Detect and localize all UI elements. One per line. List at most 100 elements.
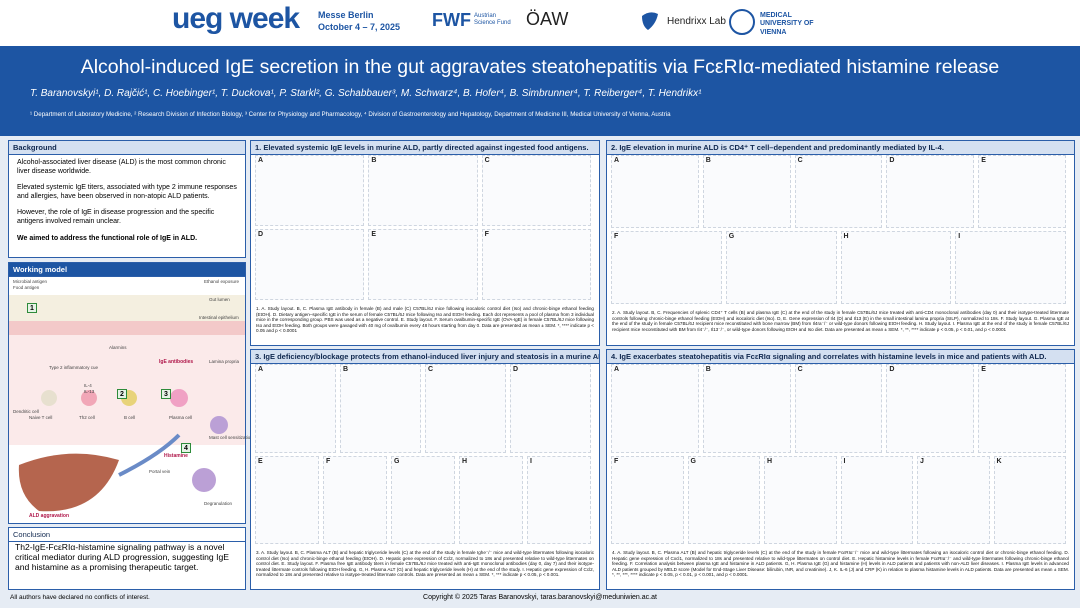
model-label: Alarmins bbox=[109, 345, 127, 350]
step-number: 4 bbox=[181, 443, 191, 453]
subfigure: A bbox=[255, 155, 365, 226]
cell bbox=[192, 468, 216, 492]
step-number: 1 bbox=[27, 303, 37, 313]
model-label: Portal vein bbox=[149, 469, 171, 474]
panel-letter: B bbox=[343, 366, 349, 373]
model-label: Ethanol exposure bbox=[204, 279, 240, 284]
subfigure: G bbox=[725, 231, 837, 304]
conclusion-box: Conclusion Th2-IgE-FcεRIα-histamine sign… bbox=[8, 527, 246, 590]
model-label: Naive T cell bbox=[29, 415, 53, 420]
panel-heading: 3. IgE deficiency/blockage protects from… bbox=[251, 350, 599, 364]
subfigure: G bbox=[391, 455, 455, 544]
step-number: 2 bbox=[117, 389, 127, 399]
subfigure: C bbox=[425, 364, 506, 453]
logo-fwf-text: Austrian Science Fund bbox=[474, 13, 511, 26]
liver-icon bbox=[642, 12, 658, 30]
model-label: Plasma cell bbox=[169, 415, 193, 420]
liver-shape bbox=[642, 12, 658, 30]
panel-letter: C bbox=[428, 366, 434, 373]
title-band: Alcohol-induced IgE secretion in the gut… bbox=[0, 46, 1080, 136]
subfigure: H bbox=[840, 231, 952, 304]
subfigure: I bbox=[955, 231, 1066, 304]
model-label: B cell bbox=[124, 415, 136, 420]
subfigure: F bbox=[323, 455, 387, 544]
panel-letter: G bbox=[728, 233, 735, 240]
subfigure: D bbox=[255, 229, 365, 300]
panel-letter: I bbox=[530, 457, 532, 465]
cell bbox=[170, 389, 188, 407]
panel-letter: C bbox=[797, 157, 803, 164]
model-label: Th2 cell bbox=[79, 415, 95, 420]
model-label: IgE antibodies bbox=[159, 359, 194, 365]
panel-letter: B bbox=[705, 157, 711, 164]
paragraph: However, the role of IgE in disease prog… bbox=[17, 209, 215, 226]
model-label: Type 2 inflammatory cue bbox=[49, 365, 99, 370]
subfigure: E bbox=[368, 229, 478, 300]
logo-lab: Hendrixx Lab bbox=[667, 16, 726, 27]
model-label: Degranulation bbox=[204, 501, 233, 506]
subfigure: B bbox=[702, 155, 791, 228]
panel-letter: D bbox=[889, 157, 895, 164]
panel-letter: G bbox=[394, 457, 400, 465]
subfigure: A bbox=[255, 364, 336, 453]
panel-letter: D bbox=[889, 366, 895, 373]
panel-heading: 2. IgE elevation in murine ALD is CD4⁺ T… bbox=[607, 141, 1074, 155]
model-label: ALD aggravation bbox=[29, 513, 70, 519]
subfigure: H bbox=[459, 455, 523, 544]
logo-fwf: FWF bbox=[432, 10, 471, 30]
panel-figures: A B C D E F G H I bbox=[611, 155, 1070, 307]
subfigure: C bbox=[794, 364, 883, 453]
panel-letter: I bbox=[958, 233, 961, 240]
panel-letter: C bbox=[484, 157, 490, 164]
panel-letter: I bbox=[843, 457, 846, 465]
authors: T. Baranovskyi¹, D. Rajčić¹, C. Hoebinge… bbox=[30, 88, 702, 99]
model-label: Dendritic cell bbox=[13, 409, 39, 414]
logo-bar: ueg week Messe Berlin October 4 – 7, 202… bbox=[0, 0, 1080, 46]
model-label: Mast cell sensitization bbox=[209, 435, 253, 440]
subfigure: A bbox=[611, 364, 699, 453]
subfigure: K bbox=[993, 455, 1066, 544]
subfigure: D bbox=[510, 364, 591, 453]
venue: Messe Berlin bbox=[318, 10, 374, 20]
paragraph: Alcohol-associated liver disease (ALD) i… bbox=[17, 159, 226, 176]
panel-letter: E bbox=[371, 231, 376, 238]
mu-seal bbox=[729, 9, 755, 35]
subfigure: I bbox=[527, 455, 591, 544]
paragraph: Elevated systemic IgE titers, associated… bbox=[17, 184, 237, 201]
panel-letter: A bbox=[614, 157, 620, 164]
figure-caption: 4. A. Study layout. B, C. Plasma ALT (B)… bbox=[612, 550, 1069, 578]
model-label: Lamina propria bbox=[209, 359, 240, 364]
subfigure: E bbox=[255, 455, 319, 544]
panel-letter: D bbox=[258, 231, 264, 238]
subfigure: B bbox=[340, 364, 421, 453]
panel-letter: H bbox=[767, 457, 773, 465]
background-body: Alcohol-associated liver disease (ALD) i… bbox=[9, 155, 245, 246]
panel-figures: A B C D E F bbox=[255, 155, 595, 303]
subfigure: E bbox=[978, 364, 1066, 453]
panel-letter: K bbox=[996, 457, 1002, 465]
panel-heading: 4. IgE exacerbates steatohepatitis via F… bbox=[607, 350, 1074, 364]
figure-panel: 2. IgE elevation in murine ALD is CD4⁺ T… bbox=[606, 140, 1075, 346]
panel-letter: D bbox=[513, 366, 519, 373]
panel-letter: E bbox=[981, 366, 986, 373]
panel-letter: F bbox=[614, 457, 619, 465]
subfigure: F bbox=[611, 455, 684, 544]
aim: We aimed to address the functional role … bbox=[17, 234, 198, 242]
subfigure: D bbox=[886, 364, 975, 453]
logo-muv: MEDICAL UNIVERSITY OF VIENNA bbox=[760, 12, 814, 36]
subfigure: I bbox=[840, 455, 913, 544]
figure-panel: 1. Elevated systemic IgE levels in murin… bbox=[250, 140, 600, 346]
figure-panel: 3. IgE deficiency/blockage protects from… bbox=[250, 349, 600, 590]
panel-letter: A bbox=[258, 157, 264, 164]
model-label: Gut lumen bbox=[209, 297, 230, 302]
step-number: 3 bbox=[161, 389, 171, 399]
portal-vein-line bbox=[118, 433, 181, 477]
dates: October 4 – 7, 2025 bbox=[318, 22, 401, 32]
model-label: Food antigen bbox=[13, 285, 40, 290]
subfigure: H bbox=[764, 455, 837, 544]
model-label: IL-4 bbox=[84, 383, 92, 388]
figure-caption: 1. A. Study layout. B, C. Plasma IgE ant… bbox=[256, 306, 594, 334]
panel-letter: H bbox=[462, 457, 468, 465]
working-model-box: Working model Microbial antigen Food anti… bbox=[8, 262, 253, 524]
epithelium bbox=[9, 321, 245, 335]
